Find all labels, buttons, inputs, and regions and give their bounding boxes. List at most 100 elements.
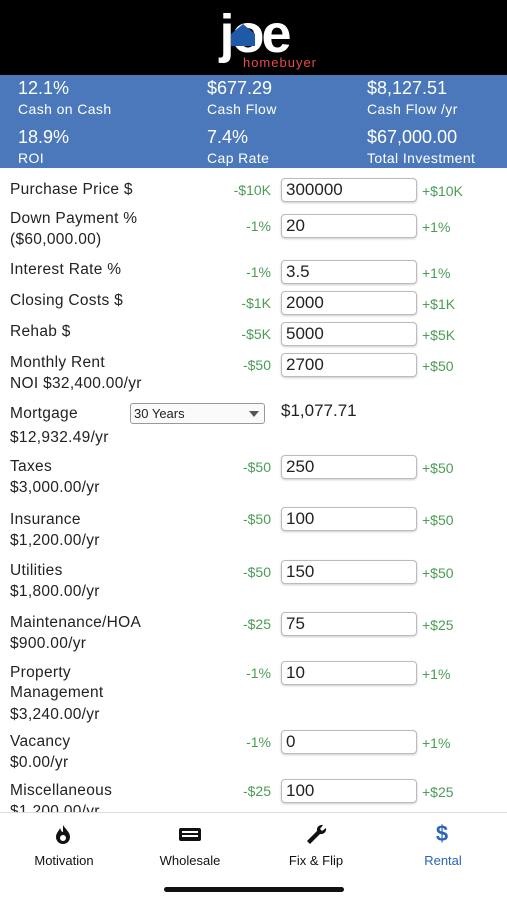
- increment-button[interactable]: +$1K: [422, 296, 456, 312]
- tab-label: Wholesale: [159, 853, 221, 868]
- summary-value: 12.1%: [18, 78, 70, 98]
- summary-label: Cap Rate: [207, 150, 270, 166]
- field-input[interactable]: 20: [281, 214, 417, 238]
- field-label: Closing Costs $: [10, 292, 124, 309]
- field-input[interactable]: 2700: [281, 353, 417, 377]
- svg-text:$: $: [436, 823, 448, 846]
- tab[interactable]: Wholesale: [130, 823, 250, 868]
- increment-button[interactable]: +1%: [422, 219, 451, 235]
- logo-house: [231, 24, 255, 46]
- tab[interactable]: Fix & Flip: [256, 823, 376, 868]
- field-label: Down Payment %: [10, 210, 138, 227]
- form: Purchase Price $ -$10K 300000 +$10K Down Pay…: [0, 168, 507, 812]
- increment-button[interactable]: +$50: [422, 565, 454, 581]
- summary-label: Cash on Cash: [18, 101, 112, 117]
- field-input[interactable]: 75: [281, 612, 417, 636]
- tab-icon: [179, 828, 201, 841]
- increment-button[interactable]: +$50: [422, 512, 454, 528]
- field-sublabel: $900.00/yr: [10, 635, 87, 652]
- select-arrow: [249, 411, 259, 417]
- mortgage-payment: $1,077.71: [281, 401, 357, 420]
- summary-value: $67,000.00: [367, 127, 458, 147]
- field-input[interactable]: 2000: [281, 291, 417, 315]
- decrement-button[interactable]: -$50: [242, 357, 271, 373]
- field-input[interactable]: 0: [281, 730, 417, 754]
- header: joe homebuyer: [0, 0, 507, 75]
- field-input[interactable]: 100: [281, 779, 417, 803]
- increment-button[interactable]: +$50: [422, 460, 454, 476]
- field-label: Monthly Rent: [10, 354, 105, 371]
- summary-value: 7.4%: [207, 127, 249, 147]
- increment-button[interactable]: +$5K: [422, 327, 456, 343]
- field-sublabel: $3,000.00/yr: [10, 479, 100, 496]
- field-label: Utilities: [10, 562, 63, 579]
- summary-value: $8,127.51: [367, 78, 448, 98]
- tab[interactable]: $ Rental: [383, 823, 503, 868]
- decrement-button[interactable]: -1%: [246, 665, 271, 681]
- field-sublabel: $1,200.00/yr: [10, 532, 100, 549]
- summary: 12.1% Cash on Cash $677.29 Cash Flow $8,127.…: [0, 75, 507, 168]
- field-sublabel: NOI $32,400.00/yr: [10, 375, 142, 392]
- field-label: Purchase Price $: [10, 181, 133, 198]
- field-input[interactable]: 5000: [281, 322, 417, 346]
- field-input[interactable]: 250: [281, 455, 417, 479]
- decrement-button[interactable]: -$50: [242, 459, 271, 475]
- field-input[interactable]: 100: [281, 507, 417, 531]
- tab-bar: Motivation Wholesale Fix & Flip $ Rental: [0, 812, 507, 901]
- increment-button[interactable]: +1%: [422, 666, 451, 682]
- decrement-button[interactable]: -$10K: [233, 182, 271, 198]
- summary-label: Cash Flow /yr: [367, 101, 458, 117]
- tab-icon: $: [436, 823, 448, 846]
- tab-label: Fix & Flip: [288, 853, 344, 868]
- mortgage-sublabel: $12,932.49/yr: [10, 429, 109, 446]
- field-label: Miscellaneous: [10, 782, 113, 799]
- summary-value: $677.29: [207, 78, 273, 98]
- increment-button[interactable]: +1%: [422, 735, 451, 751]
- summary-label: ROI: [18, 150, 45, 166]
- tab-label: Motivation: [34, 853, 94, 868]
- decrement-button[interactable]: -1%: [246, 218, 271, 234]
- tab-label: Rental: [424, 853, 462, 868]
- increment-button[interactable]: +1%: [422, 265, 451, 281]
- field-input[interactable]: 10: [281, 661, 417, 685]
- mortgage-label: Mortgage: [10, 405, 78, 422]
- field-label: Interest Rate %: [10, 261, 122, 278]
- field-label: Property Management: [10, 664, 104, 701]
- arrow-shape: [249, 411, 259, 417]
- summary-label: Cash Flow: [207, 101, 277, 117]
- field-sublabel: $3,240.00/yr: [10, 706, 100, 723]
- decrement-button[interactable]: -$25: [242, 783, 271, 799]
- field-sublabel: $1,200.00/yr: [10, 803, 100, 812]
- field-input[interactable]: 3.5: [281, 260, 417, 284]
- field-input[interactable]: 150: [281, 560, 417, 584]
- increment-button[interactable]: +$50: [422, 358, 454, 374]
- decrement-button[interactable]: -$50: [242, 564, 271, 580]
- term-select[interactable]: 30 Years: [130, 403, 265, 424]
- tab-icon: [56, 825, 70, 844]
- decrement-button[interactable]: -$5K: [241, 326, 271, 342]
- summary-label: Total Investment: [367, 150, 476, 166]
- decrement-button[interactable]: -1%: [246, 264, 271, 280]
- field-label: Insurance: [10, 511, 81, 528]
- logo-text: joe: [218, 4, 290, 64]
- field-sublabel: $0.00/yr: [10, 754, 69, 771]
- tab[interactable]: Motivation: [4, 823, 124, 868]
- field-sublabel: $1,800.00/yr: [10, 583, 100, 600]
- home-indicator: [164, 887, 344, 892]
- decrement-button[interactable]: -$1K: [241, 295, 271, 311]
- increment-button[interactable]: +$25: [422, 617, 454, 633]
- tab-icon: [307, 824, 327, 844]
- increment-button[interactable]: +$25: [422, 784, 454, 800]
- field-label: Taxes: [10, 458, 52, 475]
- decrement-button[interactable]: -$50: [242, 511, 271, 527]
- summary-value: 18.9%: [18, 127, 70, 147]
- decrement-button[interactable]: -$25: [242, 616, 271, 632]
- logo: joe homebuyer: [218, 4, 316, 70]
- field-sublabel: ($60,000.00): [10, 231, 102, 248]
- decrement-button[interactable]: -1%: [246, 734, 271, 750]
- field-label: Maintenance/HOA: [10, 614, 142, 631]
- field-input[interactable]: 300000: [281, 178, 417, 202]
- field-label: Vacancy: [10, 733, 71, 750]
- increment-button[interactable]: +$10K: [422, 183, 463, 199]
